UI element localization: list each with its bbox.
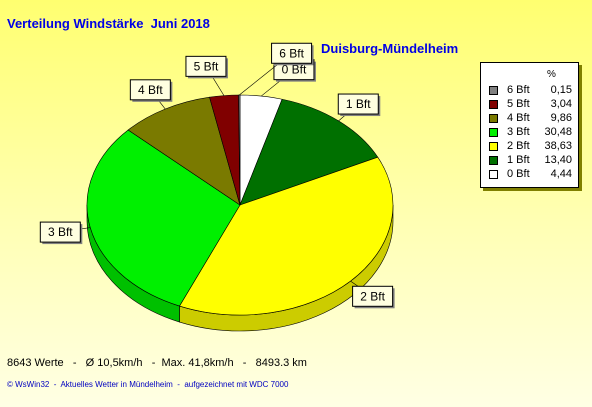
legend-swatch bbox=[489, 142, 498, 151]
legend: % 6 Bft 0,15 5 Bft 3,04 4 Bft 9,86 3 Bft… bbox=[480, 62, 579, 188]
legend-value: 30,48 bbox=[544, 126, 572, 138]
legend-name: 1 Bft bbox=[507, 154, 530, 166]
legend-swatch bbox=[489, 128, 498, 137]
legend-item: 5 Bft 3,04 bbox=[487, 98, 575, 111]
footer-credit: © WsWin32 - Aktuelles Wetter in Mündelhe… bbox=[7, 380, 289, 389]
legend-item: 2 Bft 38,63 bbox=[487, 140, 575, 153]
pie-slice-label: 6 Bft bbox=[279, 46, 304, 60]
legend-item: 6 Bft 0,15 bbox=[487, 84, 575, 97]
legend-name: 3 Bft bbox=[507, 126, 530, 138]
legend-name: 2 Bft bbox=[507, 140, 530, 152]
legend-value: 4,44 bbox=[550, 168, 572, 180]
pie-slice-label: 1 Bft bbox=[346, 97, 371, 111]
legend-value: 9,86 bbox=[550, 112, 572, 124]
pie-label-box bbox=[271, 42, 313, 64]
legend-name: 6 Bft bbox=[507, 84, 530, 96]
legend-swatch bbox=[489, 100, 498, 109]
legend-swatch bbox=[489, 156, 498, 165]
legend-item: 4 Bft 9,86 bbox=[487, 112, 575, 125]
pie-slice-label: 5 Bft bbox=[194, 59, 219, 73]
statistics-line: 8643 Werte - Ø 10,5km/h - Max. 41,8km/h … bbox=[7, 357, 307, 369]
pie-label-box bbox=[39, 221, 81, 243]
legend-name: 5 Bft bbox=[507, 98, 530, 110]
legend-value: 38,63 bbox=[544, 140, 572, 152]
location-label: Duisburg-Mündelheim bbox=[321, 41, 459, 56]
legend-value: 0,15 bbox=[550, 84, 572, 96]
pie-slice bbox=[86, 129, 241, 307]
pie-slice bbox=[179, 156, 394, 316]
legend-swatch bbox=[489, 170, 498, 179]
pie-label-box bbox=[352, 285, 394, 307]
legend-name: 0 Bft bbox=[507, 168, 530, 180]
pie-slice bbox=[239, 98, 379, 206]
legend-value: 3,04 bbox=[550, 98, 572, 110]
legend-item: 3 Bft 30,48 bbox=[487, 126, 575, 139]
legend-name: 4 Bft bbox=[507, 112, 530, 124]
pie-slice-label: 4 Bft bbox=[138, 83, 163, 97]
legend-item: 1 Bft 13,40 bbox=[487, 154, 575, 167]
legend-item: 0 Bft 4,44 bbox=[487, 168, 575, 181]
pie-slice-label: 0 Bft bbox=[282, 63, 307, 77]
legend-header: % bbox=[547, 69, 556, 80]
pie-label-box bbox=[129, 79, 171, 101]
pie-label-box bbox=[337, 93, 379, 115]
pie-slice-label: 3 Bft bbox=[48, 225, 73, 239]
legend-swatch bbox=[489, 114, 498, 123]
pie-label-box bbox=[185, 55, 227, 77]
legend-value: 13,40 bbox=[544, 154, 572, 166]
pie-slice-label: 2 Bft bbox=[360, 289, 385, 303]
legend-swatch bbox=[489, 86, 498, 95]
pie-slice bbox=[238, 94, 241, 206]
chart-title: Verteilung Windstärke Juni 2018 bbox=[7, 16, 210, 31]
